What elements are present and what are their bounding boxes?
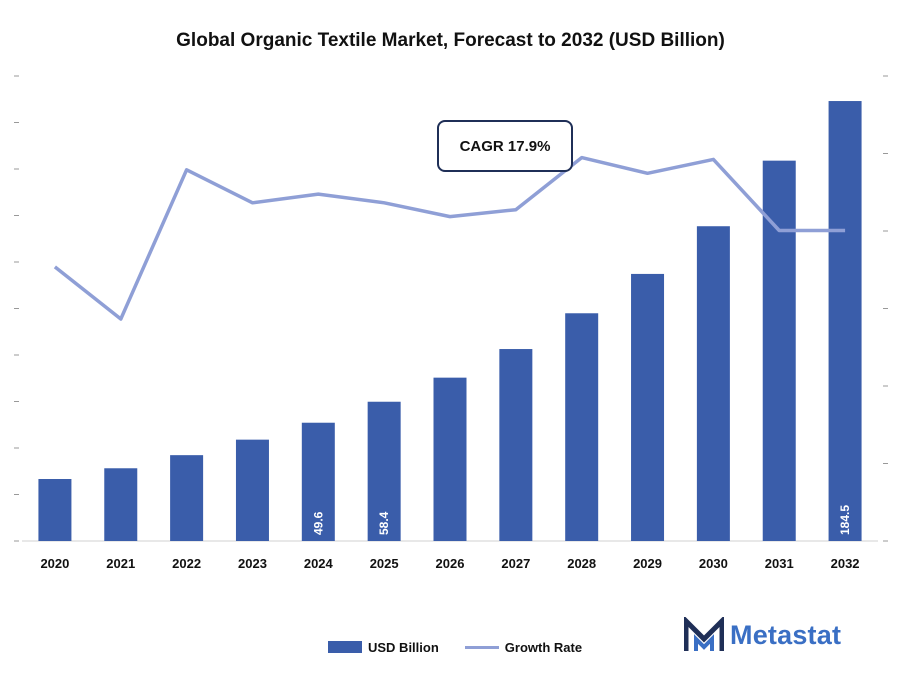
bar-2025 xyxy=(367,401,401,541)
chart-title: Global Organic Textile Market, Forecast … xyxy=(176,30,725,51)
bar-2022 xyxy=(170,455,204,541)
cagr-annotation: CAGR 17.9% xyxy=(437,120,573,172)
x-tick-label: 2022 xyxy=(172,556,201,571)
x-tick-label: 2025 xyxy=(370,556,399,571)
x-tick-label: 2020 xyxy=(40,556,69,571)
legend-item-line: Growth Rate xyxy=(464,639,583,655)
legend-bar-label: USD Billion xyxy=(368,639,439,655)
growth-rate-line xyxy=(53,155,846,321)
x-tick-label: 2032 xyxy=(831,556,860,571)
bar-2021 xyxy=(104,468,138,541)
x-tick-label: 2024 xyxy=(304,556,334,571)
bar-2027 xyxy=(499,349,533,541)
legend-line-swatch xyxy=(464,645,499,649)
x-tick-label: 2021 xyxy=(106,556,135,571)
bar-data-label: 49.6 xyxy=(311,511,325,535)
bar-2020 xyxy=(38,479,72,541)
x-tick-label: 2026 xyxy=(436,556,465,571)
bar-2031 xyxy=(762,160,796,541)
x-tick-label: 2031 xyxy=(765,556,794,571)
x-tick-label: 2030 xyxy=(699,556,728,571)
x-tick-label: 2023 xyxy=(238,556,267,571)
bar-2026 xyxy=(433,377,467,541)
bar-2024 xyxy=(301,422,335,541)
x-tick-label: 2028 xyxy=(567,556,596,571)
legend-bar-swatch xyxy=(328,641,362,653)
metastat-logo: Metastat xyxy=(684,617,841,653)
legend-line-label: Growth Rate xyxy=(504,639,583,655)
bar-2032 xyxy=(828,101,862,542)
bar-data-label: 184.5 xyxy=(838,505,852,535)
legend-item-bars: USD Billion xyxy=(328,640,439,655)
x-tick-label: 2027 xyxy=(501,556,530,571)
bar-2029 xyxy=(631,273,665,541)
bar-2030 xyxy=(696,226,730,541)
metastat-m-icon xyxy=(684,617,724,651)
x-tick-label: 2029 xyxy=(633,556,662,571)
bar-2028 xyxy=(565,313,599,541)
bar-data-label: 58.4 xyxy=(377,511,391,535)
logo-text: Metastat xyxy=(730,619,842,650)
legend: USD Billion Growth Rate xyxy=(328,636,608,658)
bar-2023 xyxy=(235,439,269,541)
